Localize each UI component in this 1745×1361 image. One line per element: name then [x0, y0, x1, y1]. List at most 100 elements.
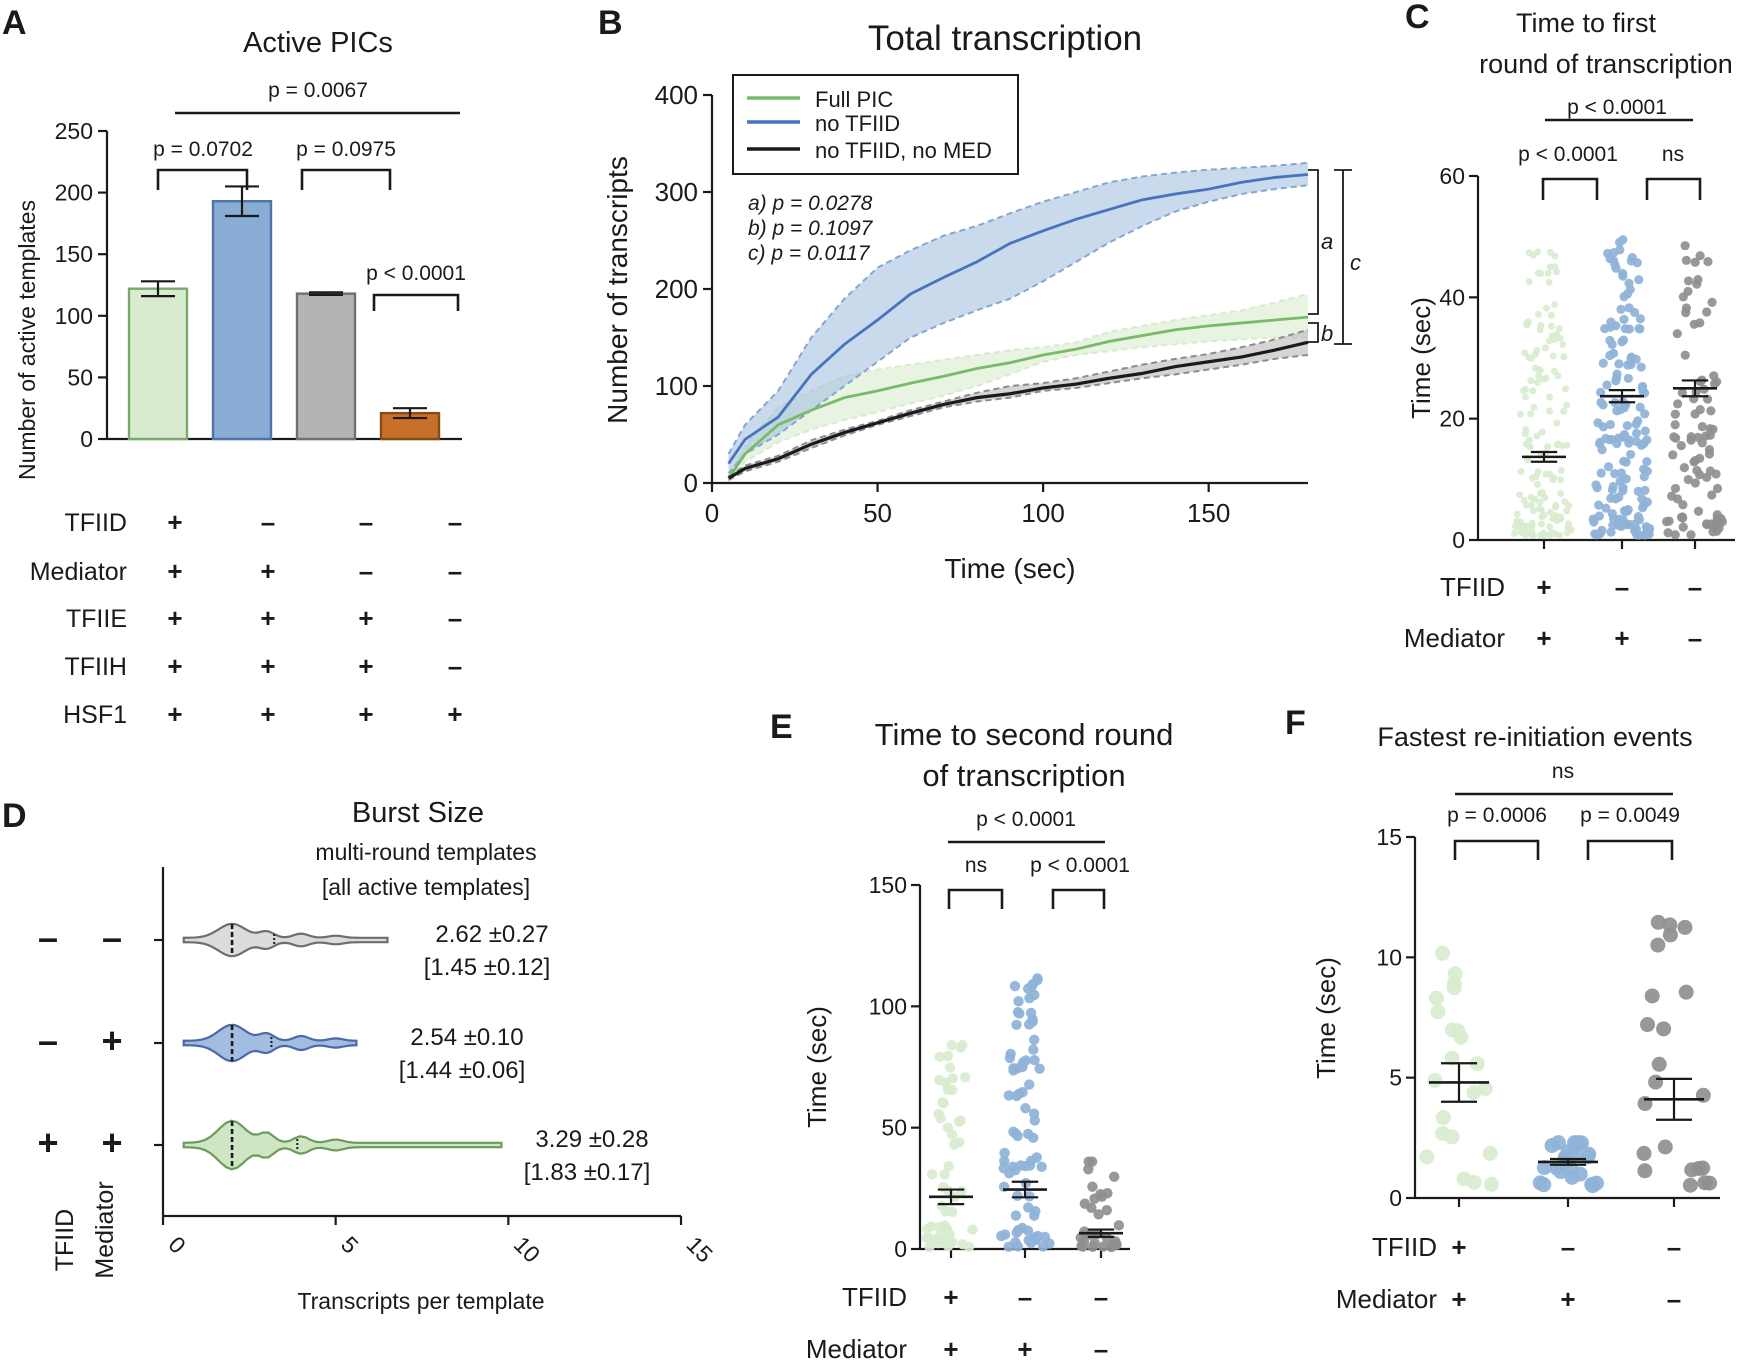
- burst-size-all: [1.45 ±0.12]: [424, 954, 551, 981]
- confidence-band: [728, 329, 1308, 481]
- condition-label: TFIID: [842, 1282, 907, 1312]
- data-point: [1010, 1210, 1022, 1221]
- data-point: [1594, 439, 1605, 449]
- data-point: [1528, 522, 1536, 530]
- data-point: [1636, 362, 1646, 372]
- minus-sign: –: [359, 556, 373, 586]
- data-point: [1032, 973, 1043, 984]
- panel-b-plot: 0 100 200 300 400 0 50 100 150: [655, 80, 1309, 528]
- data-point: [1639, 438, 1649, 448]
- data-point: [1530, 403, 1538, 411]
- condition-label: TFIIH: [65, 653, 128, 681]
- data-point: [1427, 1072, 1443, 1088]
- data-point: [1682, 1177, 1698, 1193]
- data-point: [1625, 284, 1635, 295]
- x-tick-label: 0: [705, 498, 719, 528]
- data-point: [943, 1161, 954, 1172]
- data-point: [1678, 984, 1694, 1000]
- data-point: [1591, 530, 1602, 540]
- condition-label: Mediator: [1336, 1284, 1437, 1314]
- data-point: [1522, 522, 1530, 530]
- data-point: [1011, 1019, 1022, 1030]
- data-point: [1602, 380, 1612, 390]
- data-point: [1680, 241, 1690, 251]
- minus-sign: –: [102, 917, 122, 958]
- annotation: b) p = 0.1097: [748, 217, 874, 240]
- data-point: [1535, 372, 1543, 380]
- data-point: [1712, 483, 1723, 494]
- panel-a-conditions: TFIID + – – – Mediator + + – – TFIIE + + + – TFIIH + + + – H…: [30, 507, 463, 729]
- data-point: [1534, 379, 1542, 387]
- data-point: [1009, 980, 1021, 992]
- data-point: [1614, 514, 1625, 524]
- data-point: [1677, 388, 1687, 398]
- panel-c: C Time to first round of transcription T…: [1404, 0, 1735, 653]
- panel-c-title: Time to first: [1516, 8, 1657, 38]
- legend-entry: Full PIC: [815, 87, 893, 112]
- data-point: [1108, 1171, 1120, 1182]
- data-point: [1529, 387, 1537, 395]
- minus-sign: –: [1094, 1334, 1108, 1361]
- data-point: [1672, 329, 1682, 339]
- data-point: [1598, 358, 1608, 368]
- data-point: [1083, 1156, 1094, 1167]
- data-point: [1522, 501, 1530, 509]
- data-point: [1619, 456, 1629, 466]
- data-point: [1527, 410, 1535, 418]
- data-point: [947, 1084, 958, 1096]
- data-point: [1686, 530, 1696, 540]
- panel-c-significance: p < 0.0001 p < 0.0001 ns: [1518, 96, 1702, 200]
- data-point: [1702, 1175, 1718, 1191]
- data-point: [1607, 435, 1617, 445]
- data-point: [1603, 462, 1614, 472]
- panel-label-e: E: [770, 708, 793, 746]
- minus-sign: –: [1561, 1232, 1575, 1262]
- panel-d-title: Burst Size: [352, 797, 484, 829]
- data-point: [1101, 1205, 1112, 1216]
- panel-d-axis-label-mediator: Mediator: [91, 1181, 119, 1278]
- data-point: [1678, 292, 1688, 302]
- y-tick-label: 150: [55, 241, 93, 267]
- data-point: [1662, 517, 1672, 527]
- p-value-label: p = 0.0049: [1580, 804, 1680, 827]
- data-point: [1538, 520, 1546, 528]
- data-point: [1596, 387, 1606, 397]
- data-point: [942, 1122, 954, 1133]
- data-point: [1623, 373, 1633, 383]
- x-tick-label: 0: [163, 1231, 190, 1258]
- minus-sign: –: [448, 603, 462, 633]
- data-point: [1557, 489, 1565, 497]
- data-point: [1004, 1168, 1015, 1179]
- confidence-band: [728, 293, 1308, 481]
- data-point: [1601, 503, 1611, 513]
- p-value-label: p < 0.0001: [976, 808, 1076, 831]
- data-point: [1541, 494, 1549, 502]
- y-tick-label: 200: [55, 180, 93, 206]
- data-point: [1631, 428, 1642, 439]
- data-point: [1029, 1054, 1040, 1066]
- data-point: [1560, 407, 1568, 415]
- data-point: [1552, 511, 1560, 519]
- y-tick-label: 400: [655, 80, 698, 110]
- data-point: [1521, 393, 1529, 401]
- band-edge: [727, 161, 1309, 455]
- band-edge: [727, 336, 1308, 481]
- minus-sign: –: [448, 507, 462, 537]
- data-point: [1450, 1023, 1466, 1039]
- data-point: [1584, 1177, 1600, 1193]
- y-tick-label: 300: [655, 177, 698, 207]
- data-point: [934, 1221, 945, 1233]
- data-point: [1619, 430, 1630, 440]
- data-point: [1013, 996, 1024, 1007]
- plus-sign: +: [167, 651, 182, 681]
- panel-d-subtitle: [all active templates]: [322, 874, 530, 900]
- data-point: [1511, 529, 1519, 537]
- data-point: [1692, 465, 1702, 476]
- data-point: [1556, 334, 1564, 342]
- data-point: [1555, 325, 1563, 333]
- data-point: [1619, 292, 1629, 302]
- data-point: [1712, 377, 1722, 387]
- data-point: [933, 1237, 944, 1249]
- plus-sign: +: [1560, 1284, 1575, 1314]
- data-point: [1513, 517, 1521, 525]
